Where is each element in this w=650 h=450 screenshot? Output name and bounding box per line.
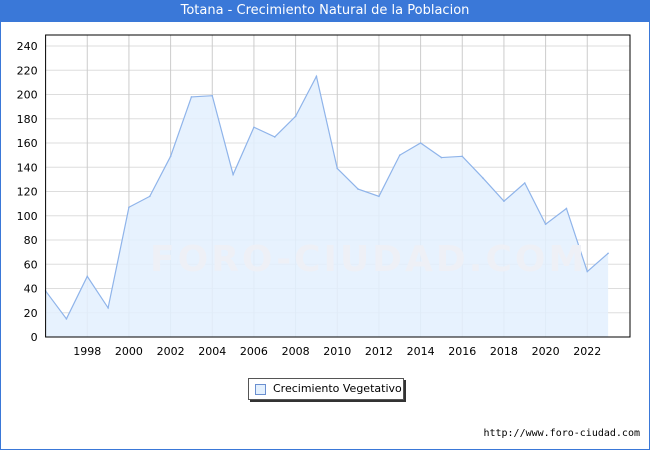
data-point	[440, 156, 443, 159]
y-tick-label: 40	[24, 283, 38, 296]
data-point	[148, 195, 151, 198]
data-point	[586, 270, 589, 273]
data-point	[107, 307, 109, 309]
series-line	[45, 74, 609, 320]
data-point	[503, 200, 505, 202]
x-tick-label: 2006	[240, 345, 268, 358]
legend-swatch	[255, 384, 266, 395]
legend-label: Crecimiento Vegetativo	[273, 382, 402, 395]
y-tick-label: 140	[17, 161, 38, 174]
data-point	[294, 115, 297, 118]
data-point	[378, 195, 380, 198]
data-point	[482, 177, 484, 179]
y-tick-label: 240	[17, 40, 38, 53]
x-tick-label: 2014	[407, 345, 435, 358]
y-tick-label: 0	[31, 331, 38, 344]
data-point	[315, 75, 318, 78]
data-point	[86, 275, 89, 278]
data-point	[232, 173, 234, 176]
x-tick-label: 2016	[448, 345, 476, 358]
plot-border	[45, 34, 631, 338]
data-point	[211, 94, 214, 97]
data-point	[544, 223, 547, 226]
data-point	[419, 142, 422, 144]
y-tick-label: 20	[24, 307, 38, 320]
chart-title: Totana - Crecimiento Natural de la Pobla…	[0, 0, 650, 22]
data-point	[336, 167, 339, 170]
x-tick-label: 2022	[573, 345, 601, 358]
y-tick-label: 120	[17, 186, 38, 199]
y-tick-label: 80	[24, 234, 38, 247]
y-tick-label: 100	[17, 210, 38, 223]
source-url: http://www.foro-ciudad.com	[483, 428, 640, 439]
data-point	[357, 188, 359, 190]
data-point	[523, 182, 526, 184]
data-point	[65, 318, 68, 320]
data-point	[398, 154, 401, 156]
x-tick-label: 2004	[198, 345, 226, 358]
y-tick-label: 60	[24, 258, 38, 271]
x-tick-label: 2010	[323, 345, 351, 358]
x-tick-label: 1998	[73, 345, 101, 358]
y-tick-label: 200	[17, 89, 38, 102]
data-point	[565, 207, 568, 210]
data-point	[169, 155, 172, 158]
y-tick-label: 160	[17, 137, 38, 150]
series-area	[45, 76, 609, 337]
y-tick-label: 180	[17, 113, 38, 126]
watermark: FORO-CIUDAD.COM	[150, 239, 588, 280]
y-tick-label: 220	[17, 64, 38, 77]
data-point	[128, 206, 130, 209]
data-point	[273, 136, 276, 138]
x-tick-label: 2018	[490, 345, 518, 358]
data-point	[461, 155, 464, 158]
legend: Crecimiento Vegetativo	[248, 378, 404, 400]
data-point	[253, 126, 255, 129]
x-tick-label: 2008	[282, 345, 310, 358]
x-tick-label: 2012	[365, 345, 393, 358]
data-point	[190, 96, 193, 98]
x-tick-label: 2000	[115, 345, 143, 358]
x-tick-label: 2020	[532, 345, 560, 358]
x-tick-label: 2002	[157, 345, 185, 358]
data-point	[607, 252, 609, 255]
